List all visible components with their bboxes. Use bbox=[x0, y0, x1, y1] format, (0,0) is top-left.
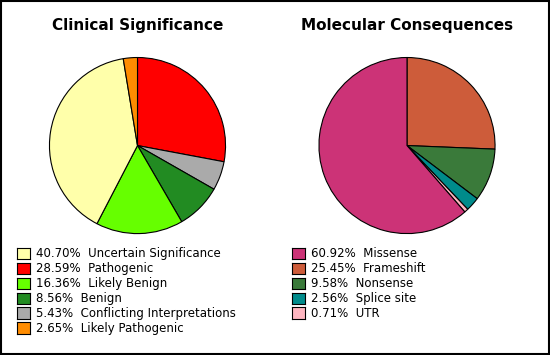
Text: 60.92%  Missense: 60.92% Missense bbox=[311, 247, 417, 260]
Wedge shape bbox=[407, 146, 495, 199]
Title: Molecular Consequences: Molecular Consequences bbox=[301, 18, 513, 33]
Text: 5.43%  Conflicting Interpretations: 5.43% Conflicting Interpretations bbox=[36, 307, 235, 320]
Wedge shape bbox=[407, 146, 468, 212]
Text: 8.56%  Benign: 8.56% Benign bbox=[36, 292, 122, 305]
Text: 28.59%  Pathogenic: 28.59% Pathogenic bbox=[36, 262, 153, 275]
Wedge shape bbox=[319, 58, 465, 234]
Wedge shape bbox=[138, 146, 224, 189]
Text: 0.71%  UTR: 0.71% UTR bbox=[311, 307, 379, 320]
Wedge shape bbox=[138, 146, 214, 222]
Wedge shape bbox=[50, 59, 138, 224]
Text: 16.36%  Likely Benign: 16.36% Likely Benign bbox=[36, 277, 167, 290]
Wedge shape bbox=[123, 58, 138, 146]
Title: Clinical Significance: Clinical Significance bbox=[52, 18, 223, 33]
Wedge shape bbox=[138, 58, 226, 162]
Wedge shape bbox=[407, 146, 477, 209]
Text: 40.70%  Uncertain Significance: 40.70% Uncertain Significance bbox=[36, 247, 221, 260]
Text: 9.58%  Nonsense: 9.58% Nonsense bbox=[311, 277, 413, 290]
Wedge shape bbox=[97, 146, 182, 234]
Wedge shape bbox=[407, 58, 495, 149]
Text: 2.56%  Splice site: 2.56% Splice site bbox=[311, 292, 416, 305]
Text: 2.65%  Likely Pathogenic: 2.65% Likely Pathogenic bbox=[36, 322, 183, 334]
Text: 25.45%  Frameshift: 25.45% Frameshift bbox=[311, 262, 425, 275]
